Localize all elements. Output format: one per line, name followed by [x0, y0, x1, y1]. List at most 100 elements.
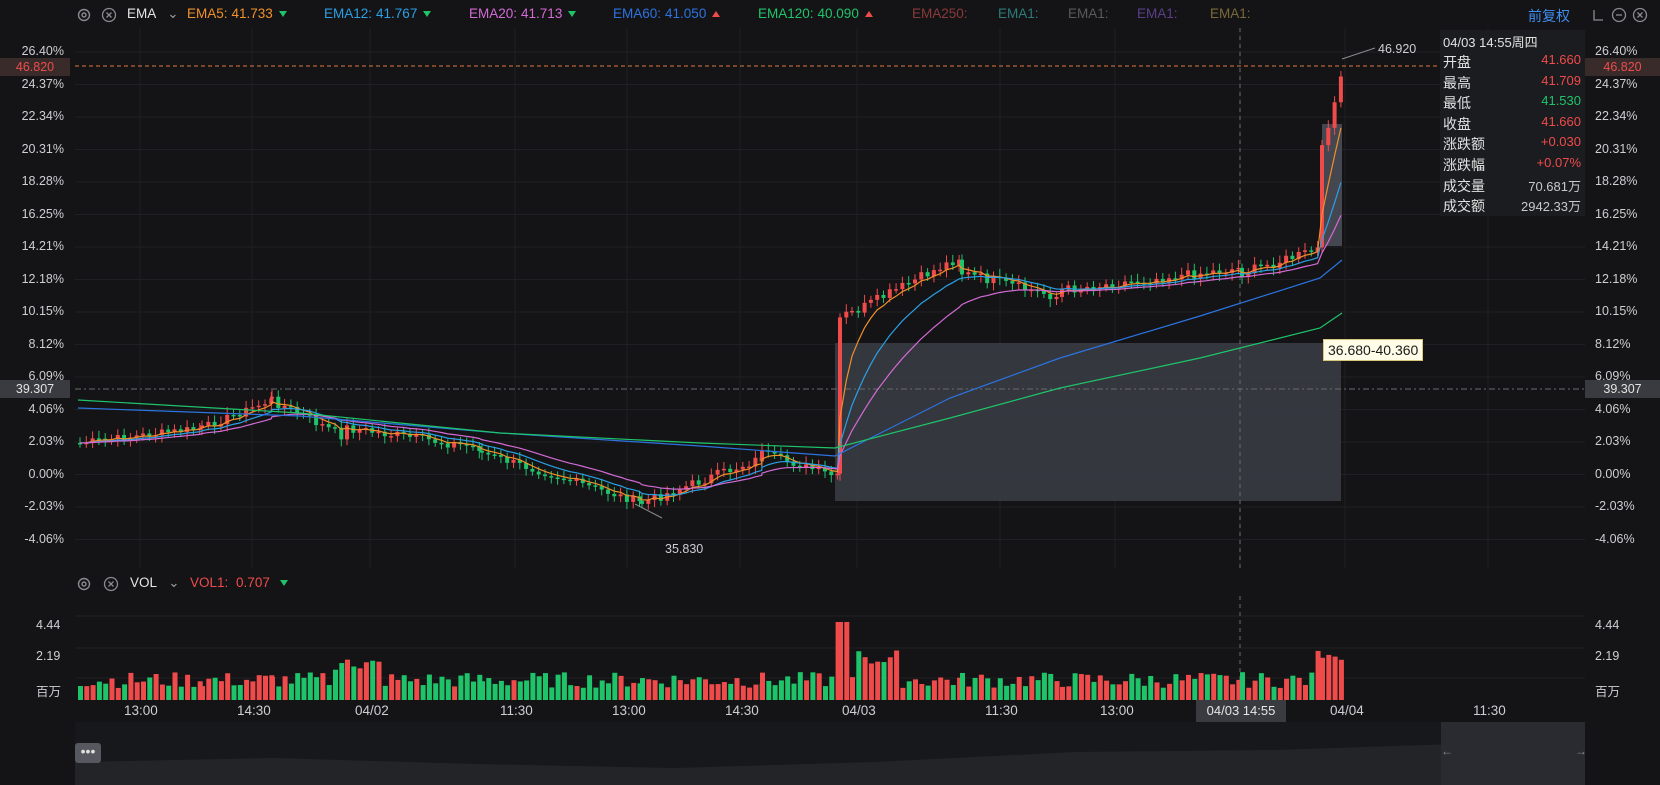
candle-body	[1309, 250, 1314, 252]
volume-bar	[1179, 680, 1185, 700]
candle-body	[1338, 76, 1343, 103]
candle-body	[191, 427, 196, 430]
volume-bar	[1186, 674, 1191, 700]
y-tick-right: 4.06%	[1595, 401, 1631, 416]
close-chart-icon[interactable]	[1632, 7, 1648, 23]
settings-gear-icon[interactable]	[76, 7, 92, 23]
candle-body	[295, 406, 300, 414]
candle-body	[1252, 264, 1257, 274]
candle-body	[1186, 270, 1190, 275]
candle-body	[439, 442, 444, 445]
volume-bar	[640, 678, 645, 700]
volume-bar	[810, 672, 816, 700]
candle-body	[1179, 274, 1184, 280]
candle-body	[1041, 290, 1046, 294]
indicator-selector[interactable]: EMA ⌄	[127, 6, 179, 22]
candle-body	[1230, 269, 1235, 273]
y-tick-right: 18.28%	[1595, 174, 1638, 188]
candle-body	[637, 496, 642, 502]
candle-body	[696, 480, 701, 485]
trend-up-icon	[712, 11, 721, 18]
y-tick-left: 26.40%	[21, 44, 64, 58]
volume-bar	[1154, 682, 1160, 700]
info-value: +0.07%	[1536, 155, 1581, 170]
volume-bar	[944, 679, 950, 700]
low-price-label: 35.830	[665, 542, 704, 556]
candle-body	[185, 427, 190, 432]
candle-body	[618, 494, 623, 497]
candle-body	[740, 466, 745, 470]
y-tick-right: 12.18%	[1595, 271, 1638, 286]
volume-bar	[985, 678, 991, 700]
volume-bar	[1296, 677, 1302, 700]
y-tick-right: 22.34%	[1595, 109, 1638, 123]
ema-legend-value: 41.767	[376, 6, 418, 21]
y-tick-left: 14.21%	[21, 239, 64, 253]
y-tick-right: -4.06%	[1595, 531, 1635, 546]
candle-body	[166, 429, 171, 433]
ema-legend-1: EMA12: 41.767	[324, 6, 432, 21]
current-price-tag-left: 46.820	[0, 58, 70, 76]
arrow-right-icon[interactable]: →	[1575, 744, 1587, 758]
navigator-window[interactable]	[1441, 722, 1585, 785]
info-row: 涨跌额 +0.030	[1443, 134, 1585, 154]
volume-bar	[913, 679, 918, 700]
chevron-down-icon: ⌄	[167, 6, 179, 21]
candle-body	[1211, 270, 1216, 274]
volume-bar	[464, 673, 470, 700]
time-tick: 13:00	[612, 703, 646, 718]
candle-body	[1320, 145, 1324, 248]
navigator-handle-left[interactable]: •••	[75, 743, 101, 763]
candle-body	[103, 438, 108, 441]
candle-body	[172, 429, 177, 433]
volume-bar	[1271, 686, 1277, 700]
y-tick-right: 16.25%	[1595, 206, 1638, 221]
settings-gear-icon[interactable]	[76, 576, 92, 592]
candle-body	[734, 469, 739, 472]
volume-bar	[270, 676, 275, 700]
ema-legend-value: 41.733	[231, 6, 273, 21]
volume-bar	[191, 686, 197, 700]
volume-bar	[1332, 656, 1338, 700]
adjust-mode-button[interactable]: 前复权	[1528, 8, 1570, 24]
volume-indicator-selector[interactable]: VOL ⌄	[130, 575, 180, 591]
candle-body	[856, 310, 861, 313]
info-row: 最高 41.709	[1443, 73, 1585, 93]
y-tick-left: 20.31%	[21, 141, 64, 156]
candle-body	[357, 429, 362, 433]
volume-bar	[823, 686, 828, 700]
volume-bar	[549, 687, 555, 700]
info-row: 开盘 41.660	[1443, 52, 1585, 72]
arrow-left-icon[interactable]: ←	[1441, 744, 1453, 758]
candle-body	[574, 478, 579, 481]
volume-bar	[785, 676, 791, 700]
close-icon[interactable]	[103, 576, 119, 592]
close-icon[interactable]	[101, 7, 117, 23]
candle-body	[1085, 286, 1090, 290]
volume-bar	[1211, 673, 1217, 700]
candle-body	[452, 442, 457, 448]
candle-body	[178, 429, 183, 432]
volume-bar	[561, 672, 567, 700]
volume-bar	[631, 682, 637, 700]
volume-bar	[244, 679, 250, 700]
price-chart[interactable]	[0, 28, 1660, 568]
volume-bar	[1230, 684, 1236, 700]
y-tick-right: 10.15%	[1595, 304, 1638, 318]
y-tick-left: 4.06%	[28, 401, 64, 416]
undo-icon[interactable]	[1590, 7, 1606, 23]
candle-body	[339, 427, 344, 440]
time-tick: 04/04	[1330, 703, 1364, 718]
volume-bar	[728, 683, 734, 700]
volume-bar	[1217, 675, 1223, 700]
volume-bar	[972, 677, 978, 700]
candle-body	[677, 489, 682, 495]
volume-bar	[78, 686, 83, 700]
volume-bar	[740, 685, 746, 700]
candle-body	[1246, 273, 1251, 277]
volume-chart[interactable]	[0, 596, 1660, 700]
candle-body	[810, 464, 815, 470]
candle-body	[844, 311, 849, 318]
volume-bar	[677, 680, 683, 700]
minimize-icon[interactable]	[1611, 7, 1627, 23]
